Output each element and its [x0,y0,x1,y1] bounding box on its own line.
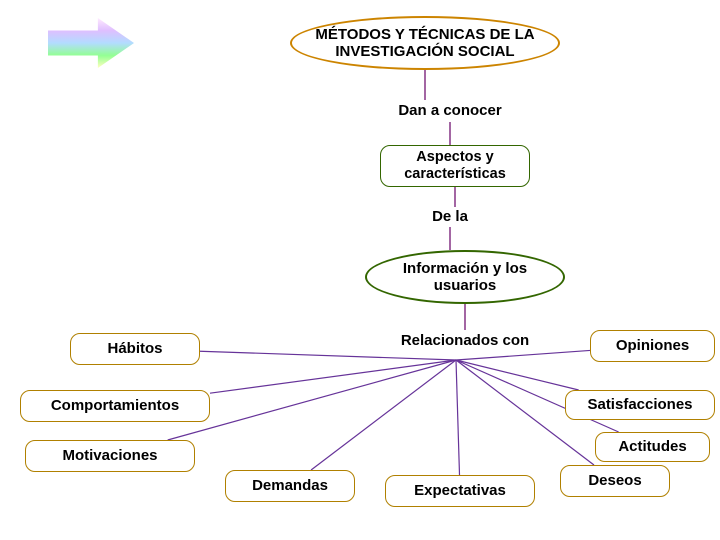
node-demandas: Demandas [225,470,355,502]
node-habitos: Hábitos [70,333,200,365]
node-dela: De la [415,207,485,227]
node-opiniones-label: Opiniones [616,337,689,354]
node-actitudes: Actitudes [595,432,710,462]
node-habitos-label: Hábitos [107,340,162,357]
node-motiv: Motivaciones [25,440,195,472]
node-relcon-label: Relacionados con [401,332,529,349]
node-dan-label: Dan a conocer [398,102,501,119]
node-deseos-label: Deseos [588,472,641,489]
node-title: MÉTODOS Y TÉCNICAS DE LAINVESTIGACIÓN SO… [290,16,560,70]
node-dan: Dan a conocer [370,100,530,122]
node-aspectos-label: Aspectos ycaracterísticas [404,149,506,182]
diagram-stage: MÉTODOS Y TÉCNICAS DE LAINVESTIGACIÓN SO… [0,0,720,540]
decorative-arrow-icon [48,18,134,68]
node-comport: Comportamientos [20,390,210,422]
node-satisf: Satisfacciones [565,390,715,420]
node-dela-label: De la [432,208,468,225]
node-info: Información y losusuarios [365,250,565,304]
node-actitudes-label: Actitudes [618,438,686,455]
node-motiv-label: Motivaciones [62,447,157,464]
node-expect: Expectativas [385,475,535,507]
node-comport-label: Comportamientos [51,397,179,414]
node-demandas-label: Demandas [252,477,328,494]
node-expect-label: Expectativas [414,482,506,499]
node-info-label: Información y losusuarios [403,260,527,295]
node-relcon: Relacionados con [375,330,555,352]
node-satisf-label: Satisfacciones [587,396,692,413]
node-opiniones: Opiniones [590,330,715,362]
node-deseos: Deseos [560,465,670,497]
node-title-label: MÉTODOS Y TÉCNICAS DE LAINVESTIGACIÓN SO… [315,26,534,61]
node-aspectos: Aspectos ycaracterísticas [380,145,530,187]
